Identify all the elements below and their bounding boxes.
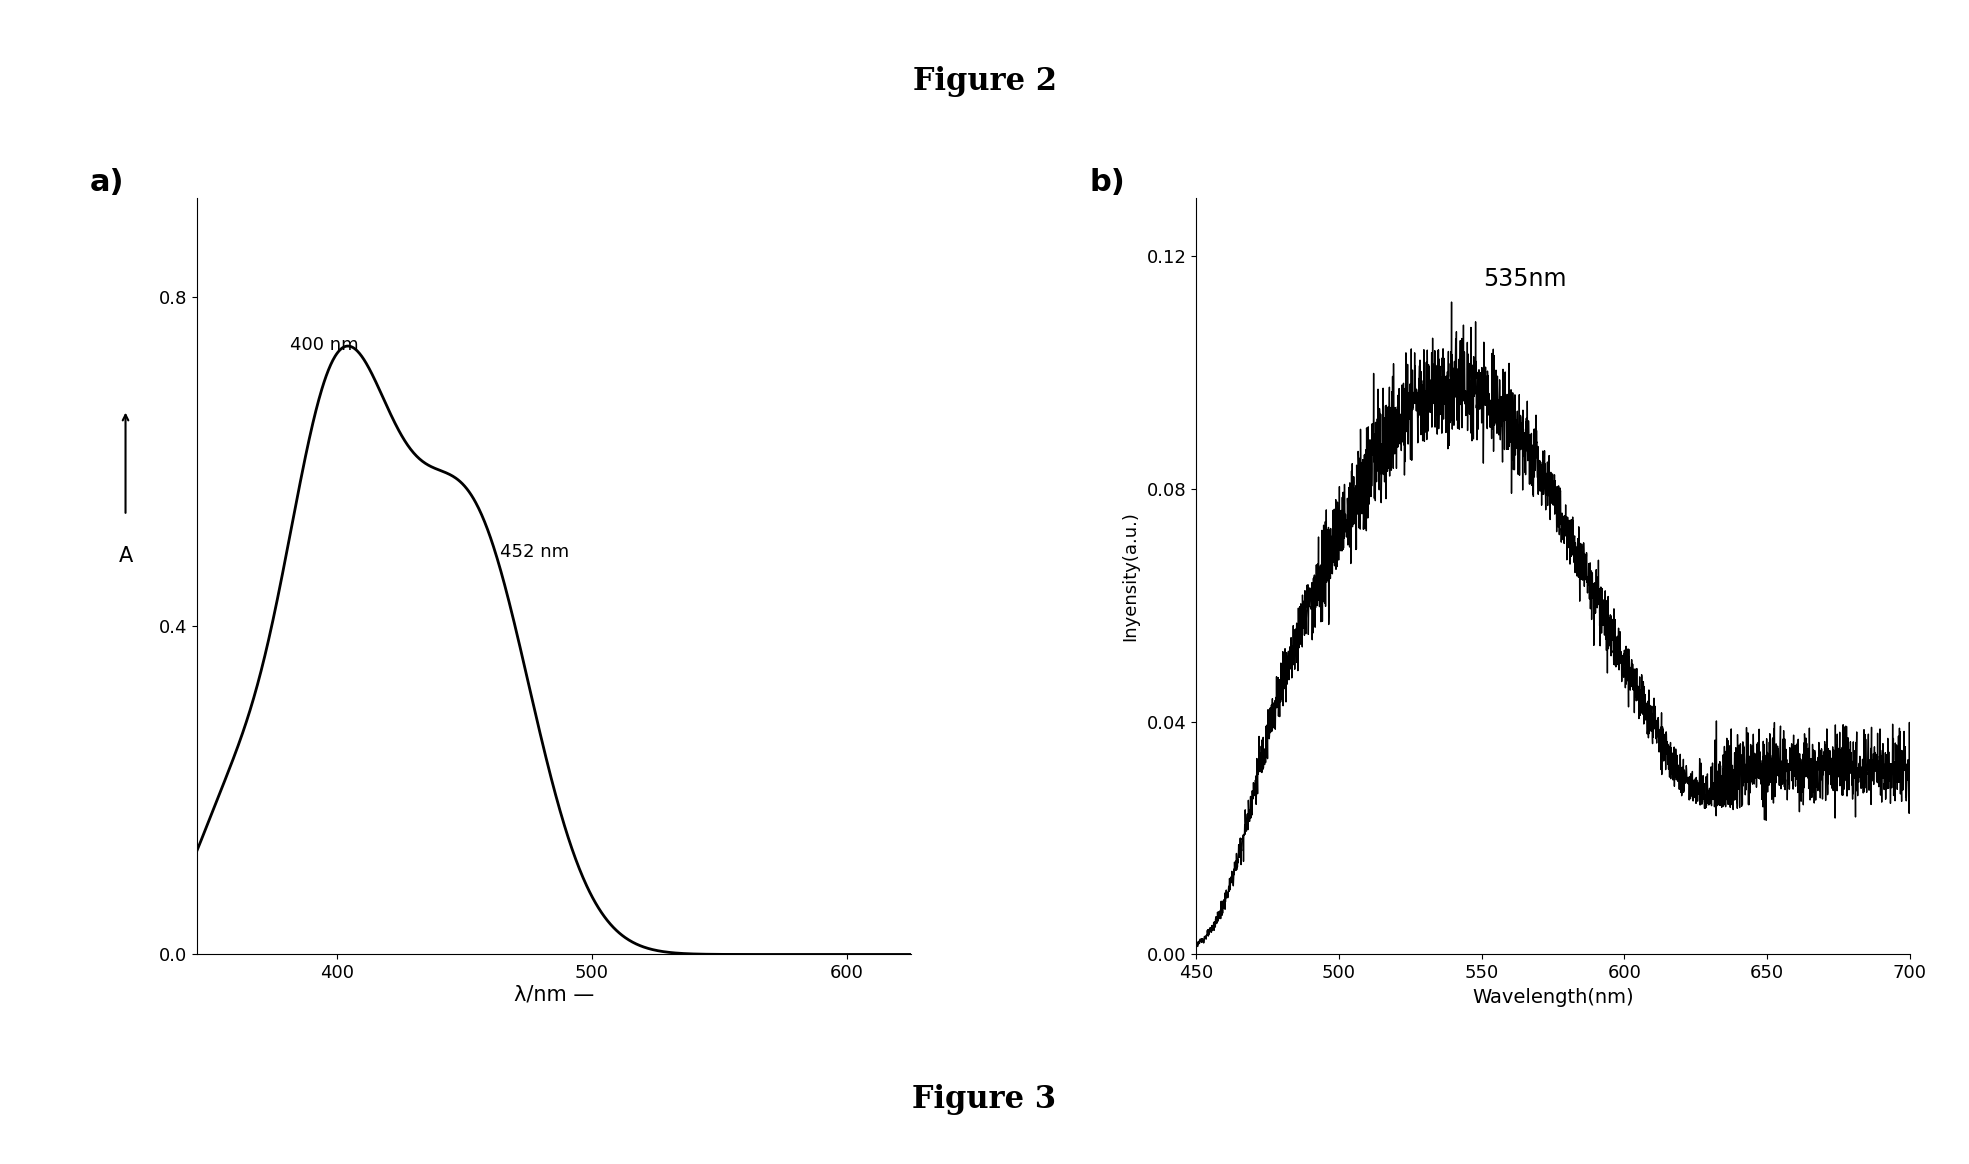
- Y-axis label: Inyensity(a.u.): Inyensity(a.u.): [1122, 511, 1140, 641]
- X-axis label: Wavelength(nm): Wavelength(nm): [1473, 988, 1634, 1007]
- Text: 535nm: 535nm: [1483, 267, 1565, 291]
- Text: 400 nm: 400 nm: [289, 336, 358, 354]
- Text: A: A: [118, 546, 132, 566]
- Text: a): a): [91, 168, 124, 197]
- Text: Figure 3: Figure 3: [912, 1085, 1057, 1115]
- X-axis label: λ/nm —: λ/nm —: [514, 985, 595, 1005]
- Text: b): b): [1089, 168, 1124, 197]
- Text: Figure 2: Figure 2: [912, 66, 1057, 97]
- Text: 452 nm: 452 nm: [500, 542, 569, 561]
